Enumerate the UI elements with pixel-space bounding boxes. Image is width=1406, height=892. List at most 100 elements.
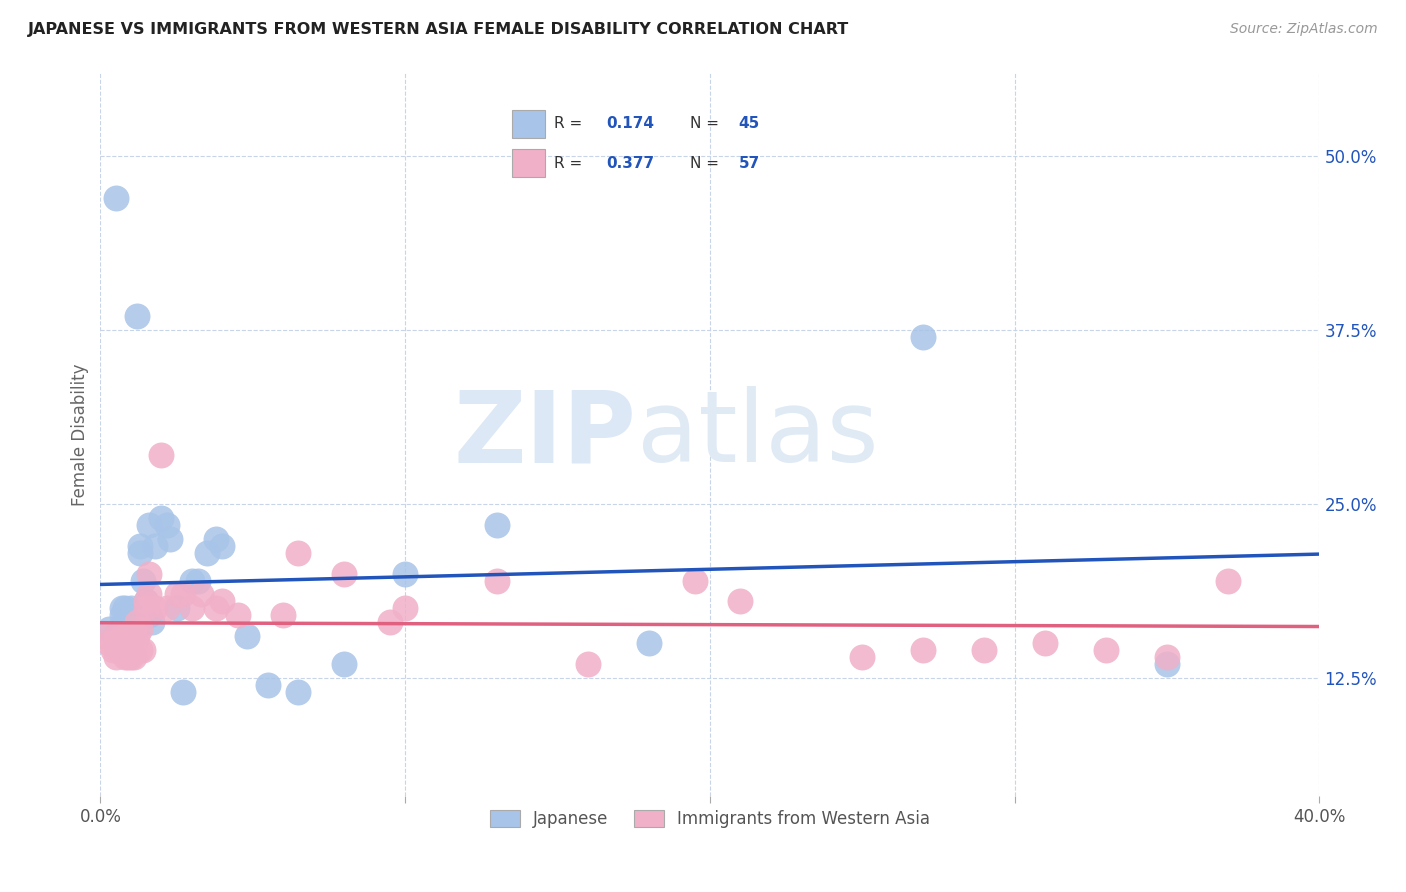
Point	[104, 629, 127, 643]
Point	[394, 601, 416, 615]
Point	[135, 608, 157, 623]
Point	[111, 643, 134, 657]
Point	[1156, 650, 1178, 665]
Point	[111, 601, 134, 615]
Point	[150, 511, 173, 525]
Point	[187, 574, 209, 588]
Point	[143, 601, 166, 615]
Point	[120, 622, 142, 636]
Point	[138, 566, 160, 581]
Point	[117, 636, 139, 650]
Point	[125, 629, 148, 643]
Point	[138, 587, 160, 601]
Point	[166, 601, 188, 615]
Point	[125, 608, 148, 623]
Point	[98, 636, 121, 650]
Legend: Japanese, Immigrants from Western Asia: Japanese, Immigrants from Western Asia	[484, 804, 936, 835]
Point	[576, 657, 599, 671]
Point	[104, 191, 127, 205]
Point	[226, 608, 249, 623]
Point	[120, 601, 142, 615]
Point	[125, 615, 148, 630]
Point	[172, 685, 194, 699]
Point	[156, 517, 179, 532]
Point	[107, 636, 129, 650]
Point	[135, 601, 157, 615]
Point	[180, 574, 202, 588]
Point	[912, 330, 935, 344]
Point	[683, 574, 706, 588]
Point	[114, 636, 136, 650]
Point	[111, 608, 134, 623]
Point	[125, 310, 148, 324]
Point	[135, 594, 157, 608]
Point	[138, 608, 160, 623]
Point	[205, 601, 228, 615]
Point	[111, 636, 134, 650]
Point	[156, 601, 179, 615]
Point	[117, 629, 139, 643]
Point	[180, 601, 202, 615]
Point	[1095, 643, 1118, 657]
Point	[211, 594, 233, 608]
Point	[973, 643, 995, 657]
Point	[851, 650, 873, 665]
Point	[271, 608, 294, 623]
Point	[166, 587, 188, 601]
Point	[122, 650, 145, 665]
Point	[333, 566, 356, 581]
Text: Source: ZipAtlas.com: Source: ZipAtlas.com	[1230, 22, 1378, 37]
Point	[120, 636, 142, 650]
Point	[287, 546, 309, 560]
Point	[117, 615, 139, 630]
Point	[107, 622, 129, 636]
Point	[125, 615, 148, 630]
Point	[143, 539, 166, 553]
Point	[159, 532, 181, 546]
Point	[1156, 657, 1178, 671]
Point	[98, 622, 121, 636]
Point	[638, 636, 661, 650]
Point	[117, 650, 139, 665]
Point	[912, 643, 935, 657]
Point	[141, 615, 163, 630]
Point	[96, 629, 118, 643]
Point	[122, 636, 145, 650]
Point	[114, 629, 136, 643]
Point	[257, 678, 280, 692]
Point	[485, 517, 508, 532]
Point	[122, 629, 145, 643]
Point	[235, 629, 257, 643]
Point	[205, 532, 228, 546]
Point	[485, 574, 508, 588]
Point	[1033, 636, 1056, 650]
Point	[333, 657, 356, 671]
Point	[394, 566, 416, 581]
Point	[122, 622, 145, 636]
Point	[120, 650, 142, 665]
Point	[111, 629, 134, 643]
Point	[730, 594, 752, 608]
Point	[129, 539, 152, 553]
Point	[114, 615, 136, 630]
Point	[114, 650, 136, 665]
Point	[107, 643, 129, 657]
Point	[138, 517, 160, 532]
Point	[120, 636, 142, 650]
Point	[120, 629, 142, 643]
Point	[132, 574, 155, 588]
Point	[122, 615, 145, 630]
Point	[190, 587, 212, 601]
Text: atlas: atlas	[637, 386, 879, 483]
Point	[129, 643, 152, 657]
Point	[117, 629, 139, 643]
Text: ZIP: ZIP	[454, 386, 637, 483]
Point	[101, 643, 124, 657]
Point	[172, 587, 194, 601]
Point	[135, 594, 157, 608]
Point	[195, 546, 218, 560]
Y-axis label: Female Disability: Female Disability	[72, 363, 89, 506]
Point	[287, 685, 309, 699]
Point	[104, 650, 127, 665]
Text: JAPANESE VS IMMIGRANTS FROM WESTERN ASIA FEMALE DISABILITY CORRELATION CHART: JAPANESE VS IMMIGRANTS FROM WESTERN ASIA…	[28, 22, 849, 37]
